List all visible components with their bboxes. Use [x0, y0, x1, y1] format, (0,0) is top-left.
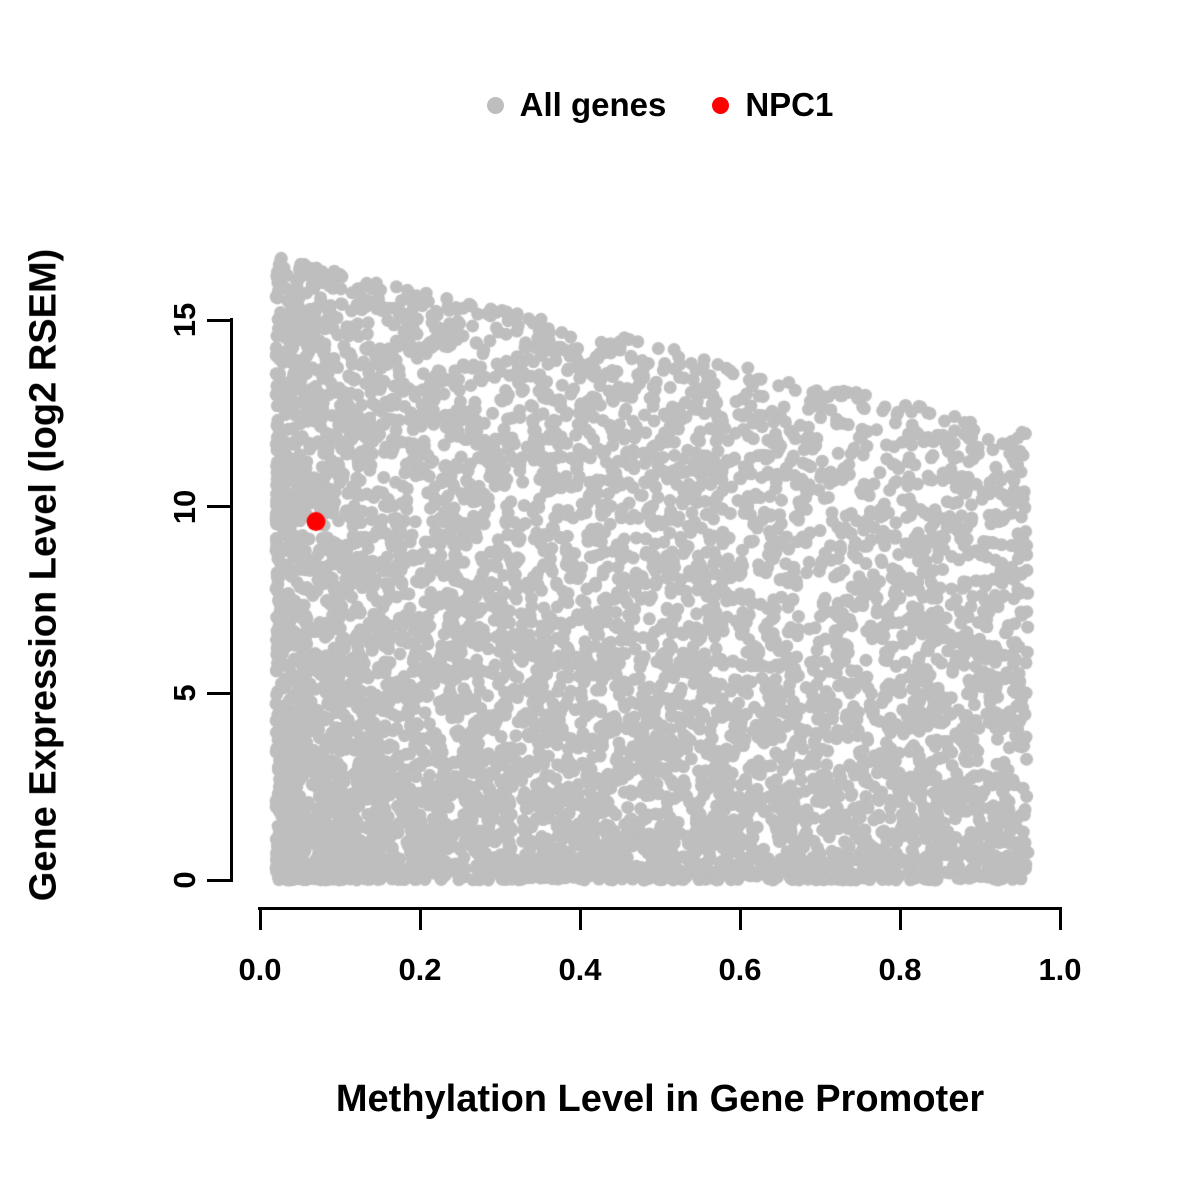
y-tick-label: 10 [167, 489, 202, 524]
y-tick [207, 878, 230, 882]
y-tick-label: 15 [167, 302, 202, 338]
y-tick [207, 691, 230, 695]
x-tick [1058, 907, 1062, 930]
x-tick-label: 0.6 [718, 952, 762, 987]
x-tick-label: 0.4 [558, 952, 602, 987]
legend: All genes NPC1 [260, 86, 1060, 124]
x-tick [258, 907, 262, 930]
y-tick [207, 318, 230, 322]
x-tick-label: 0.0 [238, 952, 282, 987]
x-tick [738, 907, 742, 930]
legend-label-npc1: NPC1 [745, 86, 834, 123]
x-tick-label: 1.0 [1038, 952, 1082, 987]
x-tick [418, 907, 422, 930]
x-tick-label: 0.2 [398, 952, 442, 987]
x-axis-line [258, 907, 1062, 910]
x-tick [578, 907, 582, 930]
all-genes-marker-icon [486, 96, 504, 114]
legend-item-npc1: NPC1 [712, 86, 833, 124]
y-axis-title: Gene Expression Level (log2 RSEM) [22, 248, 65, 902]
legend-item-all-genes: All genes [486, 86, 667, 124]
y-tick-label: 5 [167, 684, 202, 702]
y-axis-line [230, 318, 233, 882]
x-tick-label: 0.8 [878, 952, 922, 987]
x-axis-title: Methylation Level in Gene Promoter [335, 1078, 985, 1120]
npc1-marker-icon [712, 96, 730, 114]
x-tick [898, 907, 902, 930]
y-tick-label: 0 [167, 871, 202, 889]
legend-label-all-genes: All genes [519, 86, 667, 123]
y-tick [207, 505, 230, 509]
